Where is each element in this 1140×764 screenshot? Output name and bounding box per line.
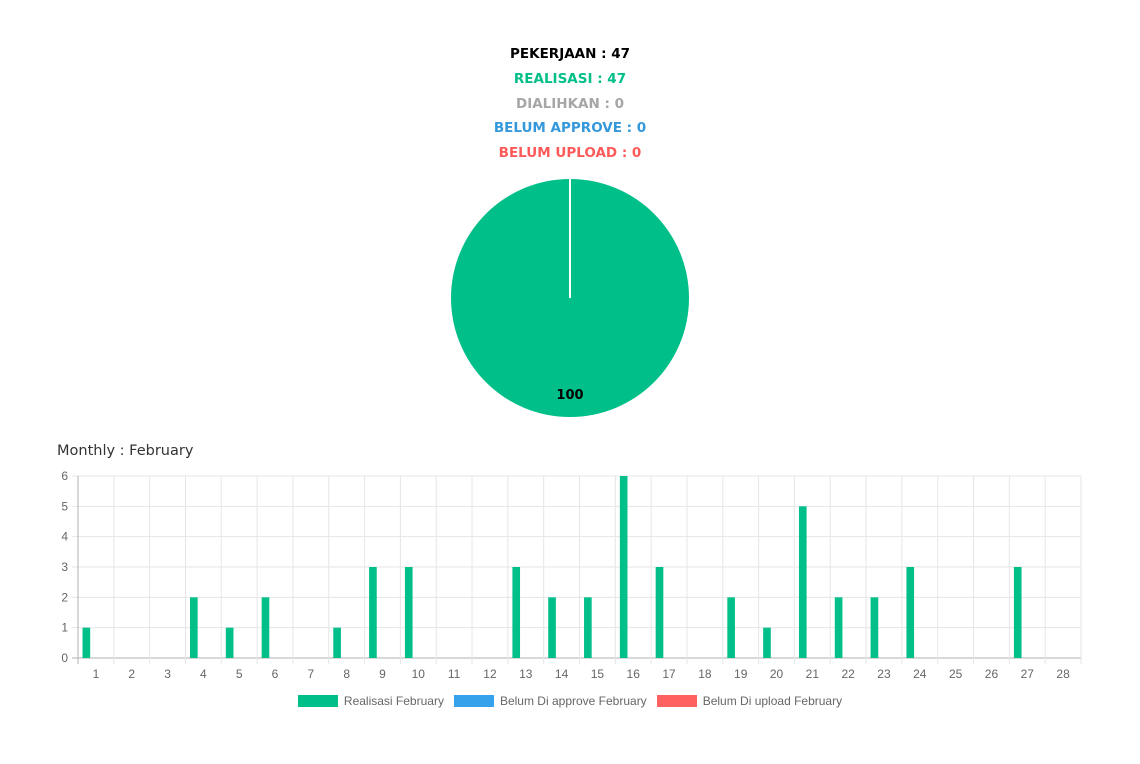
bar-realisasi[interactable] (834, 597, 843, 658)
bar-realisasi[interactable] (727, 597, 735, 658)
chart-legend: Realisasi February Belum Di approve Febru… (0, 694, 1140, 708)
x-tick-label: 22 (841, 667, 855, 681)
y-tick-label: 3 (61, 560, 68, 574)
x-tick-label: 17 (662, 667, 676, 681)
bar-realisasi[interactable] (261, 597, 270, 658)
x-tick-label: 19 (734, 667, 748, 681)
x-tick-label: 18 (698, 667, 712, 681)
x-tick-label: 24 (913, 667, 927, 681)
x-tick-label: 13 (519, 667, 533, 681)
legend-swatch (656, 695, 697, 707)
y-tick-label: 0 (61, 651, 68, 665)
bar-realisasi[interactable] (870, 597, 879, 658)
x-tick-label: 28 (1056, 667, 1070, 681)
monthly-title: Monthly : February (57, 443, 194, 459)
y-tick-label: 5 (61, 499, 68, 513)
x-tick-label: 12 (483, 667, 497, 681)
legend-swatch (453, 695, 494, 707)
y-tick-label: 4 (61, 530, 68, 544)
bar-realisasi[interactable] (548, 597, 556, 658)
legend-swatch (297, 695, 338, 707)
bar-realisasi[interactable] (619, 476, 628, 658)
x-tick-label: 1 (93, 667, 100, 681)
bar-realisasi[interactable] (369, 567, 377, 658)
bar-realisasi[interactable] (906, 567, 915, 658)
x-tick-label: 10 (412, 667, 426, 681)
legend-label: Realisasi February (343, 694, 444, 708)
x-tick-label: 5 (236, 667, 243, 681)
bar-realisasi[interactable] (333, 627, 341, 658)
x-tick-label: 15 (591, 667, 605, 681)
x-tick-label: 3 (164, 667, 171, 681)
y-tick-label: 1 (61, 621, 68, 635)
x-tick-label: 26 (985, 667, 999, 681)
x-tick-label: 11 (448, 667, 461, 681)
x-tick-label: 9 (379, 667, 386, 681)
x-tick-label: 2 (128, 667, 135, 681)
realisasi-count: REALISASI : 47 (513, 70, 627, 87)
x-tick-label: 7 (307, 667, 314, 681)
x-tick-label: 25 (949, 667, 963, 681)
pie-data-label: 100 (556, 388, 583, 403)
bar-realisasi[interactable] (763, 627, 771, 658)
legend-item[interactable]: Belum Di approve February (453, 694, 647, 708)
x-tick-label: 23 (877, 667, 891, 681)
pekerjaan-count: PEKERJAAN : 47 (510, 46, 630, 62)
bar-realisasi[interactable] (190, 597, 198, 658)
x-tick-label: 16 (627, 667, 641, 681)
pie-chart[interactable]: 100 (440, 170, 700, 430)
bar-realisasi[interactable] (82, 627, 91, 658)
bar-realisasi[interactable] (798, 506, 807, 658)
y-tick-label: 2 (61, 590, 68, 604)
x-tick-label: 27 (1021, 667, 1035, 681)
bar-realisasi[interactable] (584, 597, 592, 658)
x-tick-label: 20 (770, 667, 784, 681)
y-tick-label: 6 (61, 469, 68, 483)
bar-realisasi[interactable] (225, 627, 234, 658)
dialihkan-count: DIALIHKAN : 0 (516, 95, 624, 112)
legend-item[interactable]: Realisasi February (297, 694, 444, 708)
legend-label: Belum Di upload February (702, 694, 843, 708)
x-tick-label: 6 (272, 667, 279, 681)
belum-upload-count: BELUM UPLOAD : 0 (498, 145, 642, 162)
legend-label: Belum Di approve February (499, 694, 647, 708)
x-tick-label: 14 (555, 667, 569, 681)
bar-realisasi[interactable] (512, 567, 521, 658)
x-tick-label: 21 (806, 667, 820, 681)
bar-realisasi[interactable] (655, 567, 664, 658)
bar-realisasi[interactable] (404, 567, 413, 658)
bar-realisasi[interactable] (1013, 567, 1022, 658)
belum-approve-count: BELUM APPROVE : 0 (493, 120, 647, 137)
x-tick-label: 4 (200, 667, 207, 681)
summary-panel: PEKERJAAN : 47 REALISASI : 47 DIALIHKAN … (0, 42, 1140, 166)
x-tick-label: 8 (343, 667, 350, 681)
legend-item[interactable]: Belum Di upload February (656, 694, 843, 708)
